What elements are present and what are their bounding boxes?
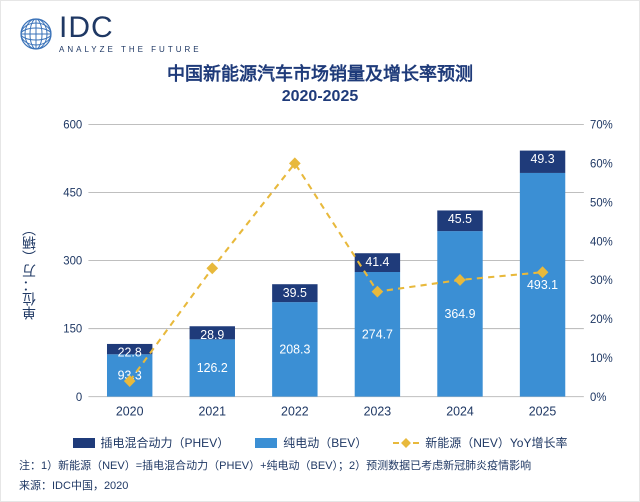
svg-text:20%: 20% [590, 314, 613, 326]
svg-text:41.4: 41.4 [365, 255, 389, 269]
legend-line-swatch [393, 438, 419, 448]
brand-logo: IDC ANALYZE THE FUTURE [19, 13, 621, 54]
logo-globe-icon [19, 17, 53, 51]
growth-line [124, 157, 549, 387]
bars: 93.322.8126.228.9208.339.5274.741.4364.9… [107, 151, 565, 397]
svg-text:22.8: 22.8 [118, 345, 142, 359]
svg-text:0%: 0% [590, 392, 606, 404]
svg-text:10%: 10% [590, 353, 613, 365]
svg-text:364.9: 364.9 [444, 307, 475, 321]
svg-text:39.5: 39.5 [283, 286, 307, 300]
svg-text:49.3: 49.3 [531, 152, 555, 166]
chart-subtitle: 2020-2025 [19, 88, 621, 106]
svg-text:150: 150 [63, 324, 82, 336]
legend-line: 新能源（NEV）YoY增长率 [393, 434, 567, 451]
svg-text:2022: 2022 [281, 404, 309, 418]
combo-chart: 0150300450600 0%10%20%30%40%50%60%70% 93… [43, 114, 621, 428]
svg-text:70%: 70% [590, 120, 613, 132]
legend-bev-label: 纯电动（BEV） [283, 434, 367, 451]
chart-titles: 中国新能源汽车市场销量及增长率预测 2020-2025 [19, 60, 621, 106]
svg-text:450: 450 [63, 188, 82, 200]
svg-text:2024: 2024 [446, 404, 474, 418]
svg-text:2021: 2021 [198, 404, 226, 418]
legend-line-label: 新能源（NEV）YoY增长率 [425, 434, 567, 451]
x-category-labels: 2020 2021 2022 2023 2024 2025 [116, 404, 556, 418]
brand-text: IDC ANALYZE THE FUTURE [59, 13, 202, 54]
y-ticks-right: 0% 10% 20% 30% 40% 50% 60% 70% [590, 120, 613, 404]
svg-text:40%: 40% [590, 236, 613, 248]
legend-phev-label: 插电混合动力（PHEV） [101, 434, 230, 451]
svg-text:2023: 2023 [364, 404, 392, 418]
svg-text:50%: 50% [590, 197, 613, 209]
legend-phev: 插电混合动力（PHEV） [73, 434, 230, 451]
legend-bev: 纯电动（BEV） [255, 434, 367, 451]
svg-text:600: 600 [63, 120, 82, 132]
svg-text:60%: 60% [590, 158, 613, 170]
y-axis-left-label: 单位：万（辆） [19, 222, 39, 320]
source-line: 来源：IDC中国，2020 [19, 477, 621, 493]
svg-text:274.7: 274.7 [362, 327, 393, 341]
y-ticks-left: 0 150 300 450 600 [63, 120, 82, 404]
legend-bev-swatch [255, 438, 277, 448]
legend-phev-swatch [73, 438, 95, 448]
gridlines [88, 124, 583, 396]
chart-title: 中国新能源汽车市场销量及增长率预测 [19, 60, 621, 86]
svg-text:28.9: 28.9 [200, 328, 224, 342]
legend: 插电混合动力（PHEV） 纯电动（BEV） 新能源（NEV）YoY增长率 [19, 434, 621, 451]
brand-tagline: ANALYZE THE FUTURE [59, 45, 202, 54]
svg-text:2025: 2025 [529, 404, 557, 418]
svg-text:300: 300 [63, 256, 82, 268]
svg-text:30%: 30% [590, 275, 613, 287]
svg-text:2020: 2020 [116, 404, 144, 418]
svg-text:208.3: 208.3 [279, 342, 310, 356]
brand-name: IDC [59, 13, 202, 43]
svg-text:493.1: 493.1 [527, 278, 558, 292]
footnote: 注：1）新能源（NEV）=插电混合动力（PHEV）+纯电动（BEV）；2）预测数… [19, 457, 621, 473]
chart-area: 单位：万（辆） 0 150 300 450 600 0% 10% 20% 30% 40% 50% 6… [19, 114, 621, 428]
svg-text:126.2: 126.2 [197, 361, 228, 375]
svg-text:0: 0 [76, 392, 82, 404]
svg-text:45.5: 45.5 [448, 212, 472, 226]
page: IDC ANALYZE THE FUTURE 中国新能源汽车市场销量及增长率预测… [0, 0, 640, 502]
